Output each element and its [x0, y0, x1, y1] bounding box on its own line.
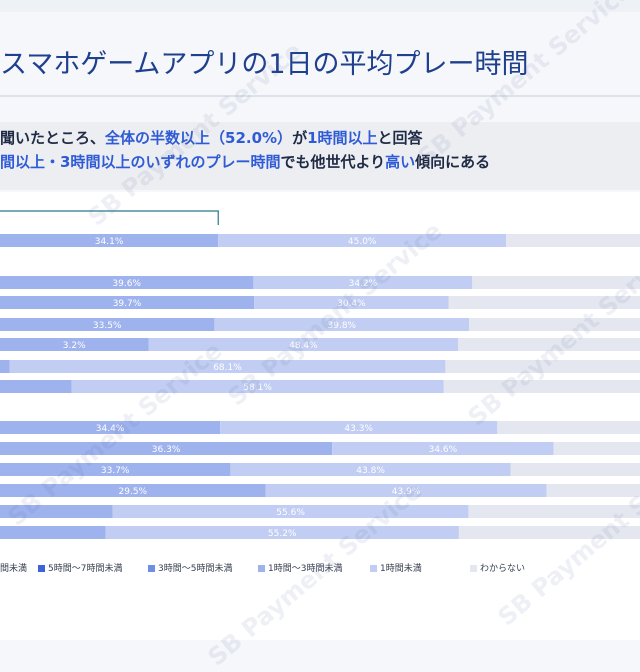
bar-segment	[0, 360, 10, 373]
data-label: 39.8%	[328, 321, 357, 331]
legend-swatch	[470, 565, 477, 572]
data-label: 43.9%	[392, 487, 421, 497]
summary-segment: と回答	[378, 129, 423, 147]
page-title: スマホゲームアプリの1日の平均プレー時間	[0, 40, 640, 90]
bar-segment	[0, 380, 72, 393]
data-label: 34.6%	[429, 445, 458, 455]
summary-segment: 聞いたところ、	[0, 129, 105, 147]
bar-segment	[445, 360, 640, 373]
data-label: 48.4%	[289, 341, 318, 351]
bar-segment	[554, 442, 640, 455]
data-label: 34.2%	[349, 279, 378, 289]
data-label: 34.4%	[96, 424, 125, 434]
summary-line-1: 聞いたところ、全体の半数以上（52.0%）が1時間以上と回答	[0, 126, 640, 150]
data-label: 68.1%	[213, 363, 242, 373]
summary-segment: 傾向にある	[415, 153, 490, 171]
bar-segment	[497, 421, 640, 434]
bar-segment	[472, 276, 640, 289]
summary-segment: 1時間以上	[307, 129, 377, 147]
data-label: 58.1%	[243, 383, 272, 393]
legend-label: 3時間～5時間未満	[158, 564, 232, 574]
data-label: 43.8%	[356, 466, 385, 476]
summary-segment: 高い	[385, 153, 415, 171]
legend-label: 1時間～3時間未満	[268, 564, 342, 574]
data-label: 33.5%	[93, 321, 122, 331]
legend-item: 間未満	[0, 561, 27, 574]
bar-segment	[449, 296, 640, 309]
data-label: 45.0%	[348, 237, 377, 247]
summary-box: 聞いたところ、全体の半数以上（52.0%）が1時間以上と回答 間以上・3時間以上…	[0, 122, 640, 190]
legend-label: わからない	[480, 564, 525, 574]
summary-segment: が	[292, 129, 307, 147]
data-label: 43.3%	[344, 424, 373, 434]
summary-segment: でも他世代より	[280, 153, 385, 171]
legend-item: 1時間～3時間未満	[258, 561, 342, 574]
legend-item: 3時間～5時間未満	[148, 561, 232, 574]
data-label: 39.7%	[113, 299, 142, 309]
bar-segment	[444, 380, 640, 393]
top-strip	[0, 0, 640, 12]
legend-swatch	[148, 565, 155, 572]
title-divider	[0, 95, 640, 97]
summary-segment: 間以上・3時間以上のいずれのプレー時間	[0, 153, 280, 171]
data-label: 34.1%	[95, 237, 124, 247]
data-label: 39.6%	[112, 279, 141, 289]
legend-item: 5時間～7時間未満	[38, 561, 122, 574]
data-label: 36.3%	[152, 445, 181, 455]
bar-segment	[511, 463, 640, 476]
bar-segment	[506, 234, 640, 247]
legend-item: 1時間未満	[370, 561, 422, 574]
legend-item: わからない	[470, 561, 525, 574]
data-label: 3.2%	[63, 341, 86, 351]
bracket-line	[0, 211, 218, 225]
bar-segment	[0, 505, 113, 518]
data-label: 30.4%	[337, 299, 366, 309]
summary-segment: 全体の半数以上（52.0%）	[105, 129, 292, 147]
legend-label: 1時間未満	[380, 564, 422, 574]
bar-segment	[469, 318, 640, 331]
bar-segment	[469, 505, 640, 518]
data-label: 33.7%	[101, 466, 130, 476]
data-label: 55.2%	[268, 529, 297, 539]
legend-label: 間未満	[0, 564, 27, 574]
bar-segment	[458, 338, 640, 351]
legend-swatch	[258, 565, 265, 572]
data-label: 55.6%	[276, 508, 305, 518]
bar-segment	[459, 526, 640, 539]
bar-segment	[547, 484, 640, 497]
legend-swatch	[38, 565, 45, 572]
legend-label: 5時間～7時間未満	[48, 564, 122, 574]
data-label: 29.5%	[119, 487, 148, 497]
legend-swatch	[370, 565, 377, 572]
summary-line-2: 間以上・3時間以上のいずれのプレー時間でも他世代より高い傾向にある	[0, 150, 640, 174]
bar-segment	[0, 526, 106, 539]
chart-legend: 間未満 5時間～7時間未満 3時間～5時間未満 1時間～3時間未満 1時間未満 わからない	[0, 558, 640, 576]
